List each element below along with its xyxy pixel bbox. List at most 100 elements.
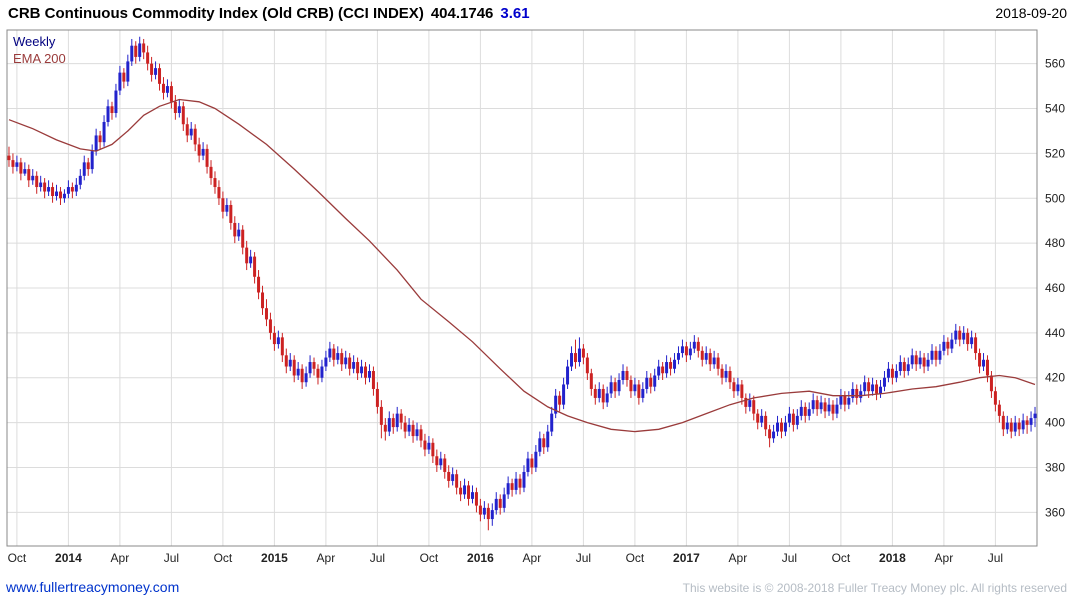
candle-body [328, 348, 332, 358]
x-tick-label: Jul [576, 551, 591, 565]
candle-body [989, 375, 993, 392]
candle-body [898, 362, 902, 372]
candle-body [165, 86, 169, 93]
candle-body [843, 395, 847, 405]
candle-body [62, 193, 66, 199]
candle-body [490, 510, 494, 520]
x-tick-label: Oct [214, 551, 233, 565]
candle-body [665, 362, 669, 374]
candle-body [486, 507, 490, 520]
candle-body [867, 382, 871, 392]
candle-body [736, 384, 740, 392]
candle-body [316, 368, 320, 378]
candle-body [276, 337, 280, 345]
footer: www.fullertreacymoney.com This website i… [6, 579, 1067, 595]
candle-body [498, 498, 502, 508]
site-link[interactable]: www.fullertreacymoney.com [6, 579, 180, 595]
candle-body [823, 402, 827, 412]
candle-body [336, 353, 340, 360]
x-tick-label: 2017 [673, 551, 700, 565]
candle-body [161, 83, 165, 93]
candle-body [292, 359, 296, 376]
candle-body [744, 397, 748, 407]
candle-body [229, 204, 233, 223]
candle-body [910, 355, 914, 365]
candle-body [708, 353, 712, 365]
candle-body [459, 487, 463, 495]
candle-body [839, 395, 843, 405]
candle-body [51, 187, 55, 197]
candle-body [597, 388, 601, 398]
candle-body [371, 371, 375, 389]
candle-body [82, 162, 86, 176]
candle-body [728, 371, 732, 383]
y-tick-label: 560 [1045, 57, 1065, 71]
x-tick-label: 2015 [261, 551, 288, 565]
candle-body [518, 478, 522, 488]
candle-body [324, 357, 328, 367]
y-tick-label: 500 [1045, 191, 1065, 205]
candle-body [522, 471, 526, 488]
candle-body [1001, 415, 1005, 430]
candle-body [585, 357, 589, 374]
candle-body [562, 384, 566, 405]
candle-body [1013, 422, 1017, 432]
candle-body [173, 101, 177, 114]
candle-body [55, 191, 59, 197]
candle-body [467, 485, 471, 499]
candle-body [902, 362, 906, 372]
candle-body [423, 440, 427, 450]
candle-body [130, 45, 134, 62]
candle-body [90, 151, 94, 170]
candle-body [185, 124, 189, 136]
candle-body [181, 106, 185, 125]
candle-body [395, 413, 399, 428]
x-tick-label: Apr [317, 551, 336, 565]
candle-body [605, 393, 609, 403]
candle-body [308, 362, 312, 374]
candle-body [776, 422, 780, 432]
candle-body [502, 494, 506, 508]
candle-body [360, 366, 364, 374]
candle-body [558, 395, 562, 405]
candle-body [550, 413, 554, 432]
candle-body [375, 388, 379, 407]
candle-body [934, 350, 938, 360]
candle-body [819, 402, 823, 410]
y-tick-label: 380 [1045, 460, 1065, 474]
chart-title: CRB Continuous Commodity Index (Old CRB)… [8, 5, 424, 22]
candle-body [15, 162, 19, 167]
candle-body [39, 182, 43, 188]
candle-body [126, 61, 130, 82]
candle-body [134, 45, 138, 57]
candle-body [387, 418, 391, 432]
candle-body [653, 375, 657, 387]
candle-body [296, 368, 300, 376]
candle-body [617, 379, 621, 392]
candle-body [1029, 418, 1033, 425]
candle-body [213, 178, 217, 188]
candle-body [997, 404, 1001, 416]
candle-body [257, 276, 261, 293]
candle-body [985, 359, 989, 376]
candle-body [249, 256, 253, 264]
candle-body [237, 229, 241, 237]
candle-body [146, 52, 150, 64]
candle-body [546, 431, 550, 448]
candle-body [348, 357, 352, 369]
candle-body [795, 415, 799, 425]
candle-body [98, 135, 102, 143]
candle-body [882, 377, 886, 387]
candle-body [344, 357, 348, 365]
candle-body [779, 422, 783, 432]
candle-body [581, 348, 585, 358]
candle-body [403, 422, 407, 432]
candle-body [542, 438, 546, 448]
candle-body [27, 169, 31, 181]
candle-body [886, 368, 890, 378]
candle-body [233, 222, 237, 237]
x-tick-label: Apr [729, 551, 748, 565]
candle-body [66, 187, 70, 194]
candle-body [724, 371, 728, 378]
